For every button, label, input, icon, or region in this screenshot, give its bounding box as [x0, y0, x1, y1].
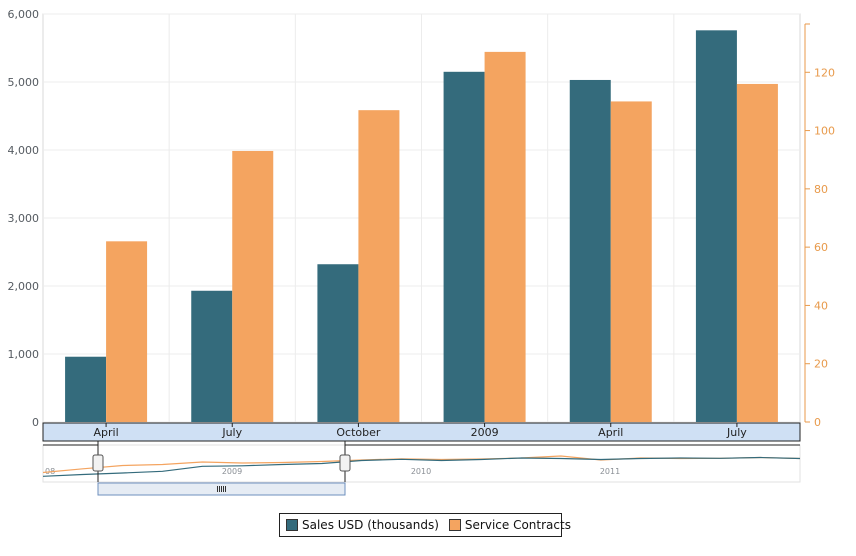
legend-label-sales: Sales USD (thousands) — [302, 518, 439, 532]
navigator-left-handle[interactable] — [92, 454, 104, 472]
y-right-tick-label: 100 — [814, 125, 835, 138]
navigator-area — [42, 444, 801, 483]
navigator-date-label: 2011 — [600, 467, 620, 476]
legend-item-contracts[interactable]: Service Contracts — [448, 518, 571, 532]
navigator-right-handle[interactable] — [339, 454, 351, 472]
x-axis-category-label: April — [598, 426, 623, 439]
legend-swatch-contracts — [448, 519, 461, 531]
bar-service-contracts[interactable] — [106, 241, 148, 422]
legend-item-sales[interactable]: Sales USD (thousands) — [286, 518, 439, 532]
x-axis-category-label: July — [726, 426, 747, 439]
y-left-tick-label: 3,000 — [8, 212, 40, 225]
x-axis-category-label: 2009 — [471, 426, 499, 439]
y-right-tick-label: 120 — [814, 66, 835, 79]
bar-sales[interactable] — [569, 79, 611, 423]
y-left-tick-label: 4,000 — [8, 144, 40, 157]
x-axis-band — [42, 422, 801, 442]
bar-sales[interactable] — [65, 356, 107, 422]
bar-service-contracts[interactable] — [358, 110, 400, 423]
y-right-tick-label: 20 — [814, 358, 828, 371]
y-right-tick-label: 0 — [814, 416, 821, 429]
legend-label-contracts: Service Contracts — [464, 518, 571, 532]
bar-sales[interactable] — [443, 71, 485, 423]
chart-legend: Sales USD (thousands) Service Contracts — [279, 513, 571, 537]
bar-sales[interactable] — [191, 290, 233, 422]
bar-service-contracts[interactable] — [610, 101, 652, 422]
y-right-tick-label: 80 — [814, 183, 828, 196]
bar-service-contracts[interactable] — [232, 150, 274, 422]
y-left-tick-label: 6,000 — [8, 8, 40, 21]
y-left-tick-label: 2,000 — [8, 280, 40, 293]
legend-swatch-sales — [286, 519, 298, 531]
bar-sales[interactable] — [695, 30, 737, 422]
y-left-tick-label: 5,000 — [8, 76, 40, 89]
y-right-tick-label: 60 — [814, 241, 828, 254]
bar-sales[interactable] — [317, 264, 359, 422]
x-axis-category-label: April — [94, 426, 119, 439]
y-left-tick-label: 0 — [32, 416, 39, 429]
y-right-tick-label: 40 — [814, 299, 828, 312]
navigator-date-label: 2009 — [222, 467, 242, 476]
navigator-date-label: 2010 — [411, 467, 431, 476]
y-left-tick-label: 1,000 — [8, 348, 40, 361]
bar-service-contracts[interactable] — [484, 51, 526, 423]
x-axis-category-label: October — [336, 426, 380, 439]
x-axis-category-label: July — [221, 426, 242, 439]
bar-service-contracts[interactable] — [736, 83, 778, 422]
navigator-trend-sales — [42, 456, 801, 477]
